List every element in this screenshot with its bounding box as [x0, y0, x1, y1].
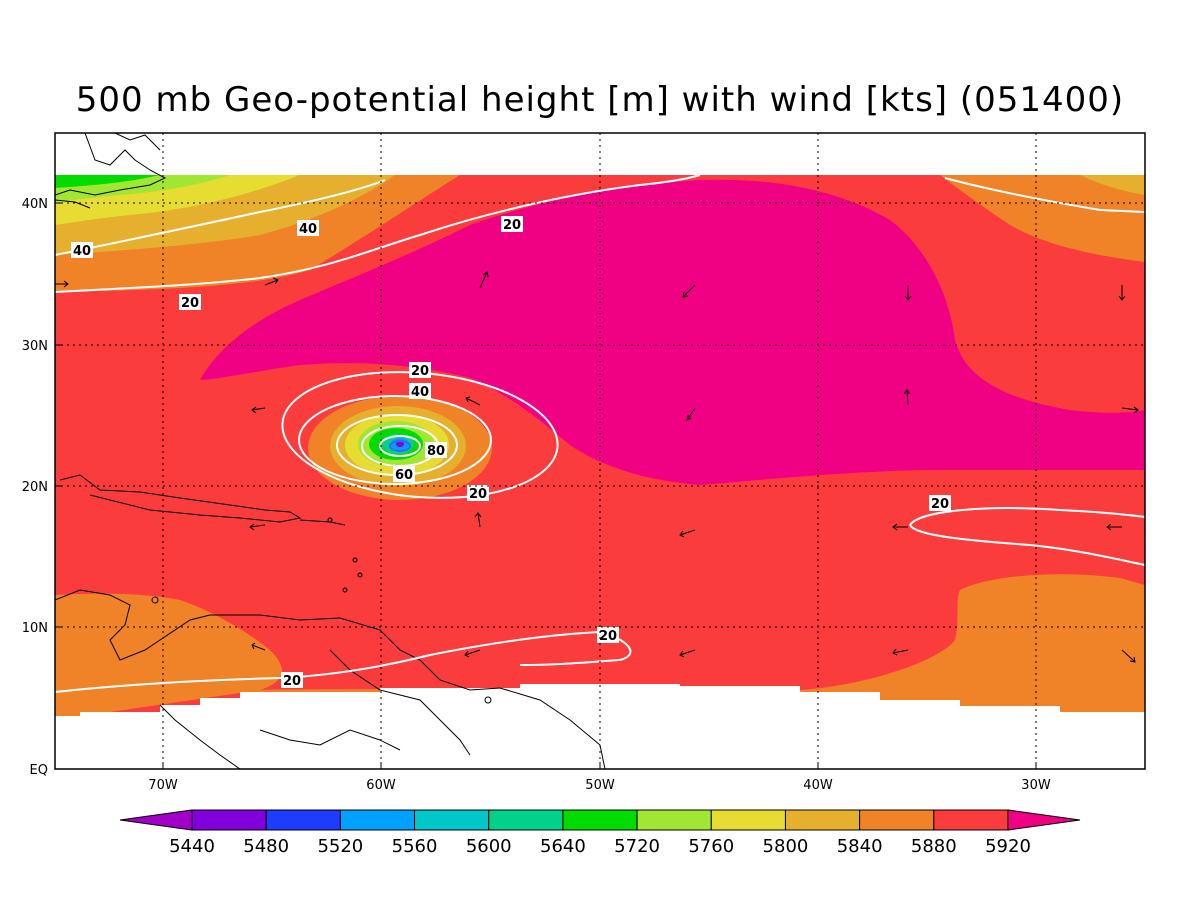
lon-label-60w: 60W — [366, 778, 396, 793]
svg-text:20: 20 — [181, 296, 199, 311]
contour-label: 20 — [929, 495, 951, 512]
colorbar-under-arrow — [119, 809, 193, 831]
colorbar-level-label: 5880 — [911, 836, 957, 857]
colorbar-swatch — [859, 809, 935, 831]
contour-label: 20 — [467, 485, 489, 502]
colorbar-level-label: 5520 — [317, 836, 363, 857]
svg-text:20: 20 — [411, 364, 429, 379]
colorbar-swatch — [784, 809, 861, 831]
map-title: 500 mb Geo-potential height [m] with win… — [75, 80, 1125, 120]
height-5800-band-northeast — [1080, 175, 1145, 195]
contour-label: 20 — [179, 294, 201, 311]
height-5920-high — [200, 179, 1145, 485]
svg-text:40: 40 — [299, 222, 317, 237]
contour-label: 40 — [71, 242, 93, 259]
svg-text:40: 40 — [411, 385, 429, 400]
colorbar-level-label: 5600 — [466, 836, 512, 857]
contour-label: 20 — [409, 362, 431, 379]
colorbar-level-label: 5800 — [763, 836, 809, 857]
contour-label: 80 — [425, 442, 447, 459]
colorbar-swatch — [636, 809, 712, 831]
colorbar-swatch — [265, 809, 341, 831]
colorbar-swatch — [191, 809, 267, 831]
colorbar-swatch — [562, 809, 638, 831]
lat-label-40n: 40N — [22, 197, 48, 212]
colorbar-level-label: 5720 — [614, 836, 660, 857]
colorbar-swatch — [339, 809, 416, 831]
height-5840-band-southeast — [800, 574, 1145, 715]
colorbar-swatch — [710, 809, 786, 831]
lat-label-eq: EQ — [30, 763, 48, 778]
height-5640-band-northwest — [55, 175, 160, 188]
colorbar-over-arrow — [1007, 809, 1081, 831]
contour-labels: 20 20 40 40 20 20 40 80 60 20 20 20 — [71, 216, 951, 689]
contour-label: 20 — [597, 627, 619, 644]
svg-text:20: 20 — [931, 497, 949, 512]
height-5840-band-northeast — [940, 175, 1145, 262]
svg-text:60: 60 — [395, 468, 413, 483]
colorbar: 5440 5480 5520 5560 5600 5640 5720 5760 5800 5840… — [119, 809, 1081, 857]
colorbar-level-label: 5920 — [985, 836, 1031, 857]
lon-label-40w: 40W — [803, 778, 833, 793]
lon-label-30w: 30W — [1021, 778, 1051, 793]
filled-height-field — [55, 133, 1145, 769]
missing-data-south — [55, 684, 1145, 769]
contour-label: 20 — [501, 216, 523, 233]
colorbar-swatch — [933, 809, 1009, 831]
svg-text:20: 20 — [599, 629, 617, 644]
wind-contours — [55, 174, 1145, 693]
colorbar-swatch — [488, 809, 564, 831]
colorbar-level-label: 5840 — [837, 836, 883, 857]
lat-label-30n: 30N — [22, 339, 48, 354]
colorbar-level-label: 5440 — [169, 836, 215, 857]
svg-text:20: 20 — [469, 487, 487, 502]
contour-label: 40 — [297, 220, 319, 237]
lat-label-10n: 10N — [22, 621, 48, 636]
svg-text:80: 80 — [427, 444, 445, 459]
contour-label: 20 — [281, 672, 303, 689]
lat-axis-labels: 40N 30N 20N 10N EQ — [22, 197, 48, 778]
lon-label-50w: 50W — [585, 778, 615, 793]
contour-label: 60 — [393, 466, 415, 483]
colorbar-swatch — [414, 809, 490, 831]
low-core — [396, 441, 404, 447]
colorbar-level-label: 5760 — [688, 836, 734, 857]
height-5840-band-southwest — [55, 593, 282, 720]
lat-label-20n: 20N — [22, 480, 48, 495]
lon-label-70w: 70W — [148, 778, 178, 793]
colorbar-level-label: 5560 — [392, 836, 438, 857]
contour-label: 40 — [409, 383, 431, 400]
svg-text:20: 20 — [503, 218, 521, 233]
wind-vectors — [55, 271, 1139, 663]
colorbar-level-label: 5640 — [540, 836, 586, 857]
lon-axis-labels: 70W 60W 50W 40W 30W — [148, 778, 1051, 793]
lat-lon-grid — [55, 133, 1145, 769]
colorbar-level-label: 5480 — [243, 836, 289, 857]
svg-text:20: 20 — [283, 674, 301, 689]
axis-ticks — [55, 202, 1037, 770]
svg-text:40: 40 — [73, 244, 91, 259]
